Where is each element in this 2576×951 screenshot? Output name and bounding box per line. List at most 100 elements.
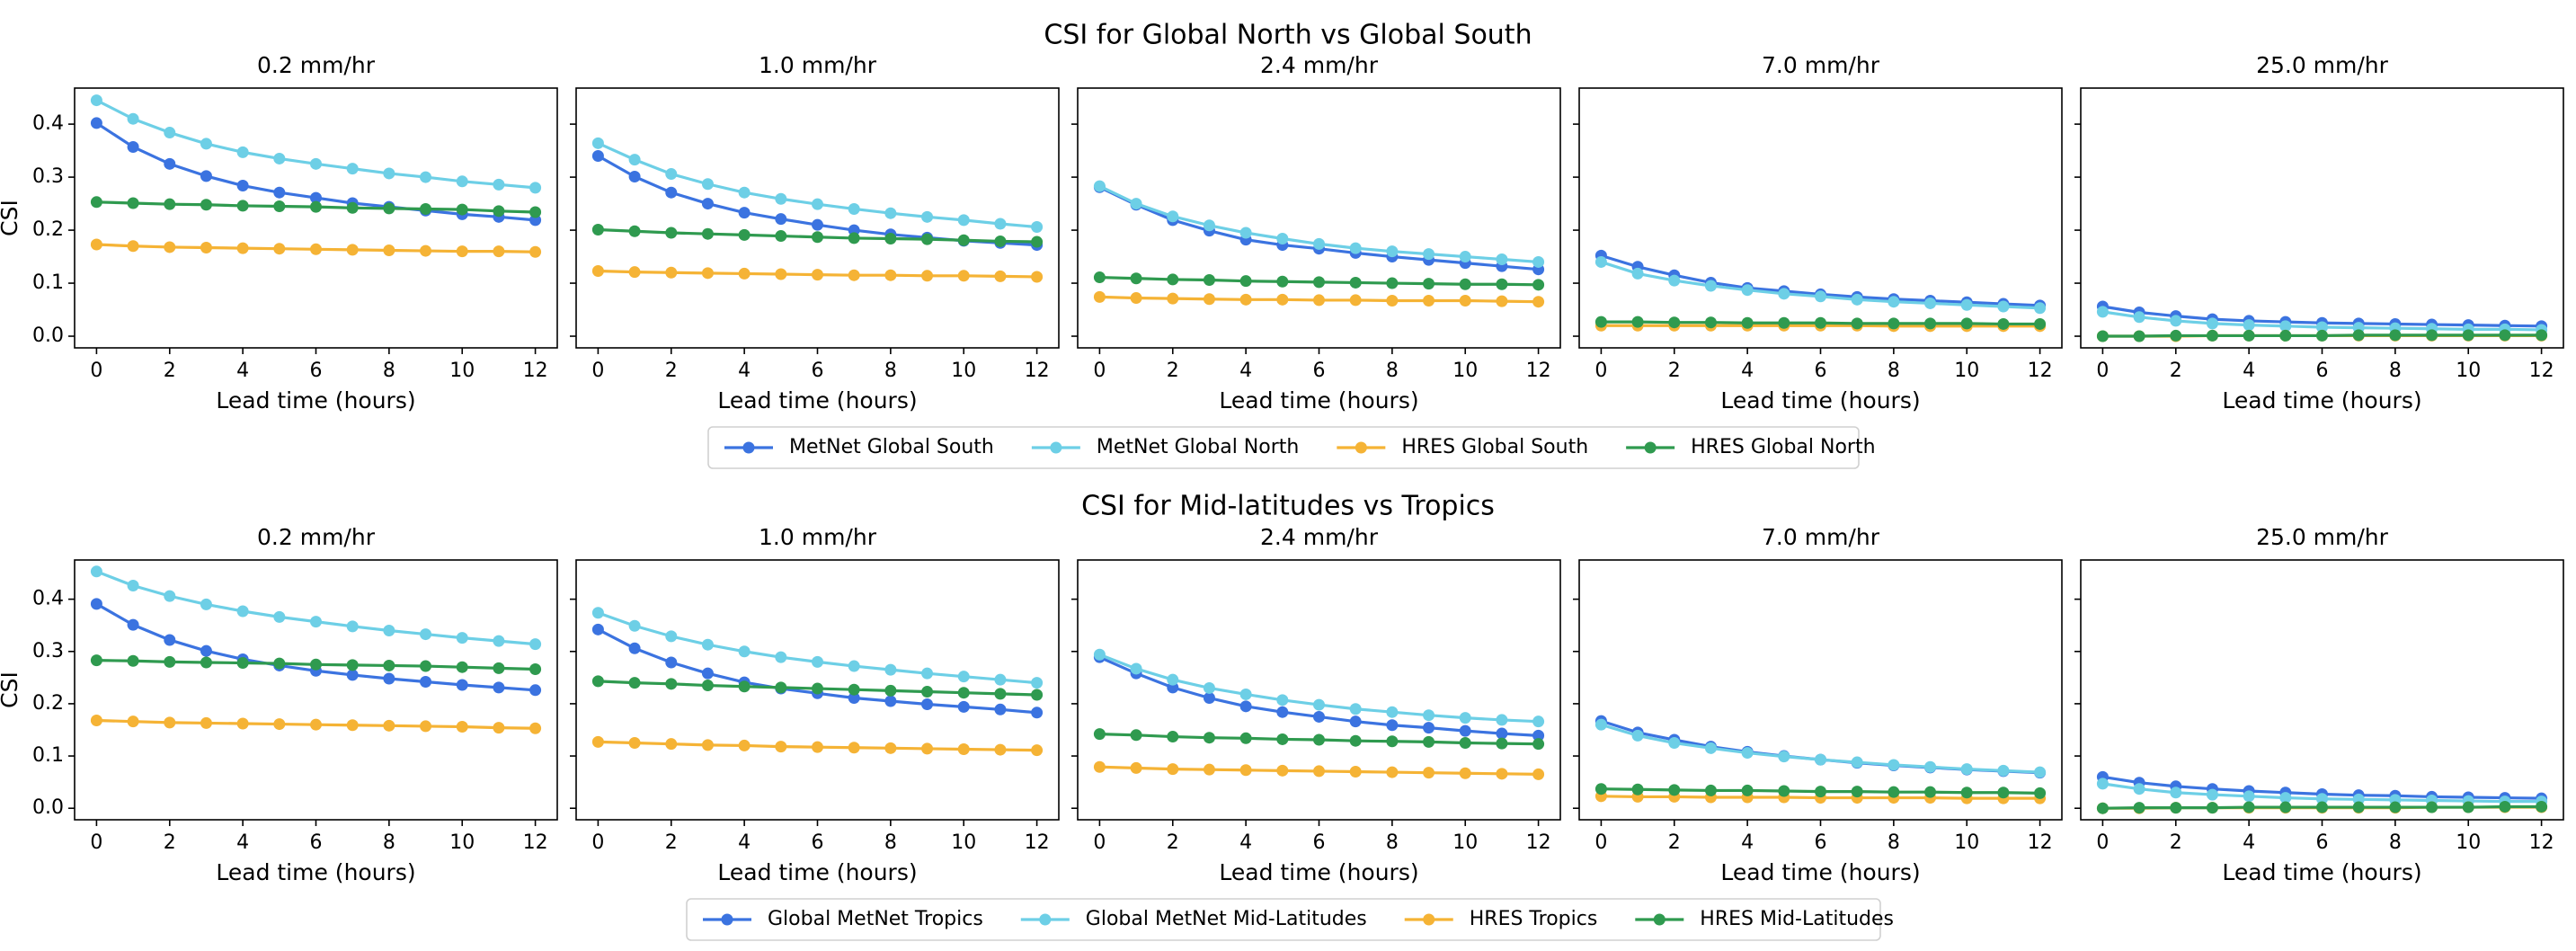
data-point [1741, 747, 1754, 760]
data-point [2352, 801, 2365, 813]
data-point [2133, 311, 2145, 324]
data-point [957, 671, 970, 683]
legend-marker [1355, 441, 1367, 454]
data-point [310, 658, 322, 671]
data-point [1093, 728, 1106, 741]
plot-frame [74, 559, 558, 821]
x-tick-label: 4 [1741, 360, 1754, 382]
data-point [127, 579, 139, 591]
data-point [236, 180, 249, 192]
data-point [383, 625, 395, 637]
data-point [701, 227, 714, 240]
y-tick-label: 0.3 [32, 640, 64, 662]
data-point [383, 659, 395, 671]
data-point [812, 741, 823, 753]
x-tick-label: 10 [2456, 831, 2481, 854]
data-point [1459, 278, 1471, 290]
data-point [1459, 724, 1471, 737]
series-hres-global-north [1093, 271, 1545, 291]
data-point [1851, 756, 1863, 769]
data-point [628, 642, 641, 654]
data-point [812, 269, 823, 281]
y-tick-label: 0.4 [32, 112, 64, 135]
data-point [383, 244, 395, 256]
y-tick-label: 0.2 [32, 218, 64, 241]
panel-2-4: 7.0 mm/hr 0 2 4 6 8 10 12 Lead time (hours) [1573, 524, 2063, 885]
x-axis-label: Lead time (hours) [216, 859, 415, 885]
x-tick-label: 6 [2316, 360, 2329, 382]
data-point [994, 688, 1007, 700]
data-point [346, 719, 359, 732]
data-point [127, 112, 139, 125]
data-point [273, 186, 286, 199]
data-point [493, 662, 505, 674]
plot-frame [575, 87, 1060, 349]
data-point [90, 715, 102, 727]
legend-marker [1039, 913, 1052, 926]
x-tick-label: 10 [1452, 831, 1478, 854]
data-point [1093, 180, 1106, 192]
legend-marker [1423, 913, 1435, 926]
data-point [1239, 227, 1252, 239]
series-global-metnet-mid-latitudes [2096, 778, 2548, 808]
data-point [273, 610, 286, 623]
data-point [493, 722, 505, 734]
data-point [1631, 729, 1644, 742]
data-point [812, 655, 823, 668]
data-point [1997, 787, 2010, 799]
data-point [456, 679, 468, 691]
x-tick-label: 6 [310, 831, 323, 854]
data-point [164, 157, 176, 170]
data-point [1741, 316, 1754, 329]
panel-1-4: 7.0 mm/hr 0 2 4 6 8 10 12 Lead time (hours) [1573, 52, 2063, 413]
x-tick-label: 2 [665, 831, 678, 854]
data-point [921, 686, 934, 698]
x-tick-label: 0 [2096, 360, 2109, 382]
data-point [529, 663, 542, 676]
data-point [420, 202, 432, 215]
data-point [383, 672, 395, 685]
data-point [1130, 198, 1142, 210]
x-tick-label: 4 [1239, 360, 1252, 382]
data-point [775, 230, 787, 243]
x-tick-label: 2 [2170, 360, 2182, 382]
data-point [628, 154, 641, 166]
data-point [1167, 673, 1179, 686]
legend-item: HRES Tropics [1404, 908, 1597, 930]
data-point [2170, 802, 2182, 814]
data-point [1386, 766, 1399, 778]
x-axis-label: Lead time (hours) [1219, 387, 1418, 413]
data-point [921, 667, 934, 680]
data-point [1276, 733, 1289, 745]
data-point [1960, 763, 1973, 776]
data-point [90, 94, 102, 107]
x-axis-label: Lead time (hours) [1219, 859, 1418, 885]
data-point [1532, 715, 1545, 728]
data-point [1093, 648, 1106, 661]
data-point [884, 684, 897, 697]
data-point [2462, 329, 2474, 342]
legend-label: MetNet Global North [1097, 436, 1299, 458]
x-tick-label: 0 [591, 360, 604, 382]
data-point [420, 660, 432, 672]
data-point [346, 201, 359, 214]
series-line [95, 99, 536, 190]
series-metnet-global-north [591, 137, 1044, 234]
data-point [1239, 700, 1252, 713]
data-point [2389, 329, 2402, 342]
data-point [1349, 294, 1362, 307]
data-point [1130, 292, 1142, 305]
x-tick-label: 4 [1741, 831, 1754, 854]
data-point [1203, 274, 1215, 287]
data-point [1093, 290, 1106, 303]
data-point [591, 149, 604, 162]
data-point [1386, 719, 1399, 732]
data-point [236, 717, 249, 730]
data-point [1668, 784, 1681, 796]
data-point [1997, 300, 2010, 313]
data-point [848, 692, 860, 705]
data-point [812, 198, 823, 210]
data-point [1239, 764, 1252, 777]
data-point [346, 163, 359, 175]
